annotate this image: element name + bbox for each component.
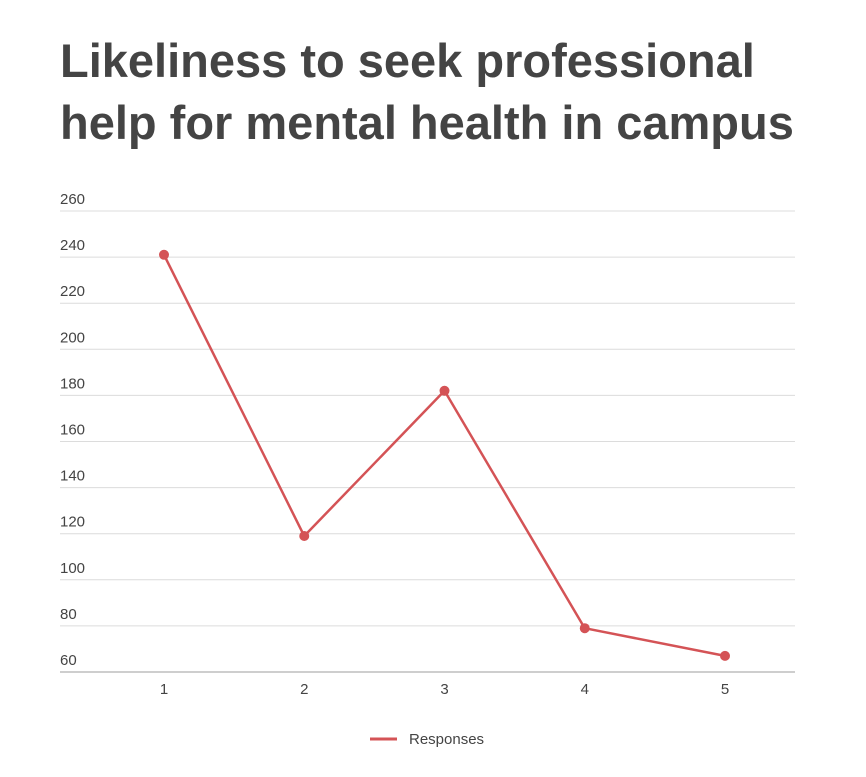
y-tick-label-240: 240 [60,237,85,254]
x-tick-label-3: 3 [440,681,448,698]
y-tick-label-180: 180 [60,375,85,392]
x-tick-label-4: 4 [581,681,589,698]
chart-title: Likeliness to seek professional help for… [60,34,794,149]
legend-label-responses: Responses [409,731,484,748]
y-tick-label-220: 220 [60,283,85,300]
y-tick-label-120: 120 [60,514,85,531]
y-tick-label-100: 100 [60,560,85,577]
y-tick-label-200: 200 [60,329,85,346]
data-point-3 [439,385,450,396]
y-tick-label-60: 60 [60,652,77,669]
data-point-5 [720,650,730,661]
y-tick-label-260: 260 [60,191,85,208]
data-point-1 [159,249,169,260]
x-axis-ticks: 1 2 3 4 5 [160,681,729,698]
x-tick-label-2: 2 [300,681,308,698]
y-tick-label-140: 140 [60,468,85,485]
x-tick-label-1: 1 [160,681,168,698]
series-line-responses [162,254,726,658]
data-point-4 [579,623,590,634]
gridlines [60,210,795,673]
data-point-2 [299,531,310,542]
series-layer [159,249,730,661]
x-tick-label-5: 5 [721,681,729,698]
legend: Responses [370,731,484,748]
y-tick-label-160: 160 [60,422,85,439]
y-tick-label-80: 80 [60,606,77,623]
y-axis-ticks: 60 80 100 120 140 160 180 200 220 240 260 [60,191,85,669]
